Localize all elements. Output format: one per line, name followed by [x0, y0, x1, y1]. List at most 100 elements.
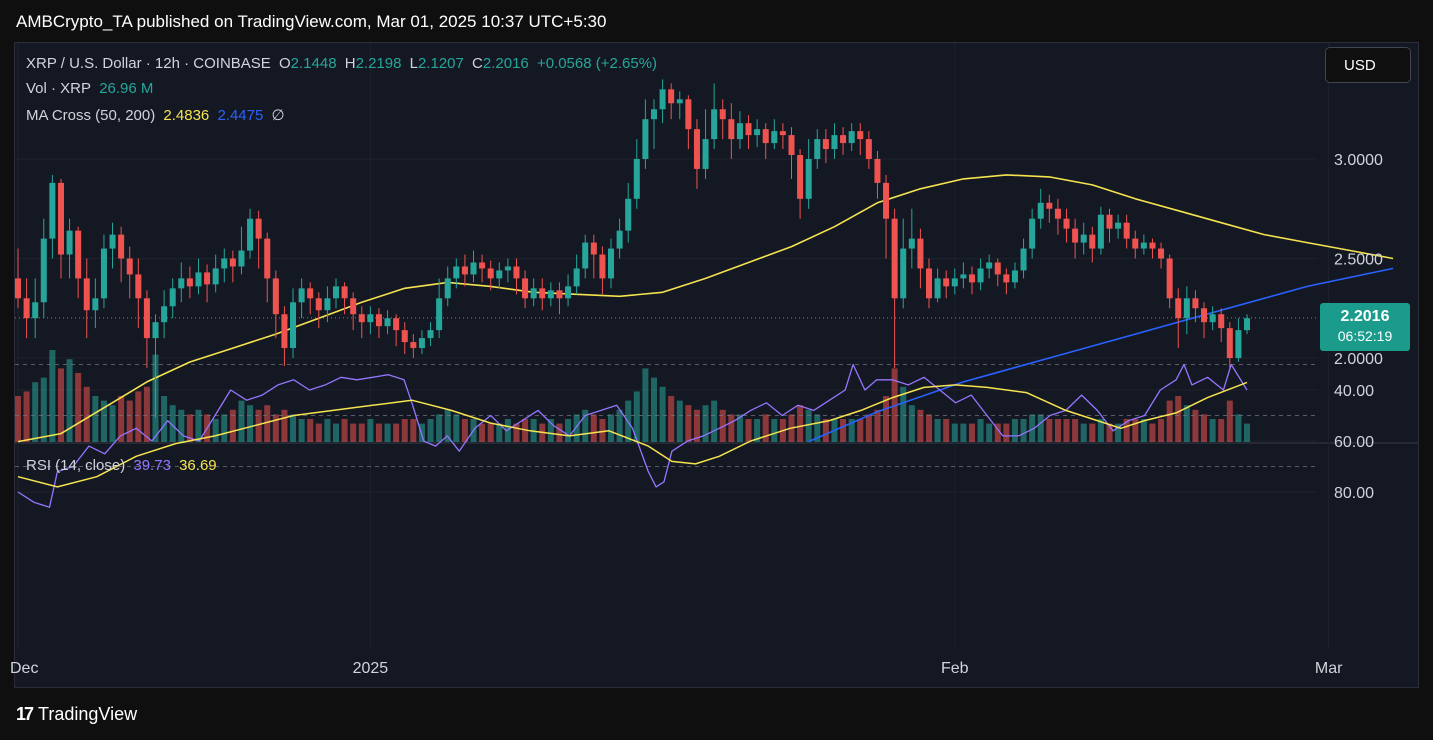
volume-bar [367, 419, 374, 442]
candle-body [393, 318, 400, 331]
volume-bar [874, 409, 881, 442]
candle-body [1115, 222, 1122, 229]
volume-bar [650, 377, 657, 442]
volume-bar [814, 414, 821, 442]
volume-bar [1097, 419, 1104, 442]
candle-body [977, 268, 984, 283]
candle-body [324, 298, 331, 311]
volume-bar [49, 350, 56, 442]
rsi-band [15, 364, 1318, 467]
candle-body [625, 198, 632, 231]
candle-body [702, 139, 709, 169]
candle-body [573, 268, 580, 287]
candle-body [797, 155, 804, 199]
candle-body [453, 266, 460, 279]
volume-bar [642, 368, 649, 442]
candle-body [109, 234, 116, 249]
candle-body [530, 288, 537, 299]
high-label: H [344, 55, 356, 72]
candle-body [805, 159, 812, 199]
price-axis-label: 2.5000 [1334, 252, 1383, 269]
candle-body [1046, 202, 1053, 209]
high-value: 2.2198 [355, 55, 402, 72]
candle-body [444, 278, 451, 299]
tradingview-footer[interactable]: 17 TradingView [16, 704, 137, 725]
volume-bar [461, 419, 468, 442]
open-label: O [278, 55, 291, 72]
price-axis-label: 2.0000 [1334, 351, 1383, 368]
volume-bar [1192, 409, 1199, 442]
ma-legend[interactable]: MA Cross (50, 200) 2.4836 2.4475 ∅ [26, 106, 289, 124]
volume-bar [590, 414, 597, 442]
rsi-line [17, 363, 1248, 508]
volume-bar [1183, 405, 1190, 442]
currency-button[interactable]: USD [1325, 47, 1411, 83]
ma-extra: ∅ [271, 107, 285, 124]
symbol-name[interactable]: XRP / U.S. Dollar · 12h · COINBASE [26, 55, 271, 72]
candle-body [247, 218, 254, 251]
volume-bar [1175, 396, 1182, 442]
candle-body [1218, 314, 1225, 329]
tradingview-logo-icon: 17 [16, 704, 34, 724]
volume-bar [410, 419, 417, 442]
candle-body [23, 298, 30, 319]
volume-bar [195, 409, 202, 442]
open-value: 2.1448 [290, 55, 337, 72]
candle-body [298, 288, 305, 303]
candle-body [891, 218, 898, 299]
volume-bar [1072, 419, 1079, 442]
volume-bar [633, 391, 640, 442]
candle-body [590, 242, 597, 255]
volume-bar [805, 409, 812, 442]
volume-bar [848, 419, 855, 442]
ma50-value: 2.4836 [163, 107, 210, 124]
candle-body [1158, 248, 1165, 259]
candle-body [693, 129, 700, 169]
candle-body [1029, 218, 1036, 249]
candle-body [479, 262, 486, 269]
candle-body [126, 258, 133, 275]
candle-body [229, 258, 236, 267]
rsi-axis-label: 40.00 [1334, 383, 1374, 400]
volume-bar [556, 423, 563, 442]
candle-body [831, 135, 838, 150]
volume-bar [736, 414, 743, 442]
candle-body [960, 274, 967, 279]
candle-body [650, 109, 657, 120]
candle-body [848, 131, 855, 144]
candle-body [1089, 234, 1096, 249]
volume-bar [384, 423, 391, 442]
time-axis-label: Mar [1315, 660, 1343, 677]
volume-bar [1046, 419, 1053, 442]
candle-body [1192, 298, 1199, 309]
candle-body [1011, 270, 1018, 283]
volume-bar [547, 419, 554, 442]
volume-bar [83, 386, 90, 442]
candle-body [461, 266, 468, 275]
candle-body [92, 298, 99, 311]
volume-legend[interactable]: Vol · XRP 26.96 M [26, 80, 157, 97]
volume-bar [762, 414, 769, 442]
price-axis-label: 3.0000 [1334, 152, 1383, 169]
volume-bar [57, 368, 64, 442]
candle-body [728, 119, 735, 140]
candle-body [968, 274, 975, 283]
rsi-value: 39.73 [133, 457, 171, 474]
volume-bar [917, 409, 924, 442]
volume-bar [247, 405, 254, 442]
volume-bar [135, 391, 142, 442]
rsi-legend[interactable]: RSI (14, close) 39.73 36.69 [26, 457, 221, 474]
volume-bar [315, 423, 322, 442]
volume-bar [221, 414, 228, 442]
time-axis-label: 2025 [353, 660, 389, 677]
candle-body [332, 286, 340, 299]
volume-bar [393, 423, 400, 442]
volume-bar [865, 414, 872, 442]
time-axis-label: Dec [10, 660, 38, 677]
candle-body [1226, 328, 1233, 358]
candle-body [83, 278, 90, 311]
candle-body [599, 254, 606, 279]
candle-body [865, 139, 872, 159]
candle-body [143, 298, 150, 339]
